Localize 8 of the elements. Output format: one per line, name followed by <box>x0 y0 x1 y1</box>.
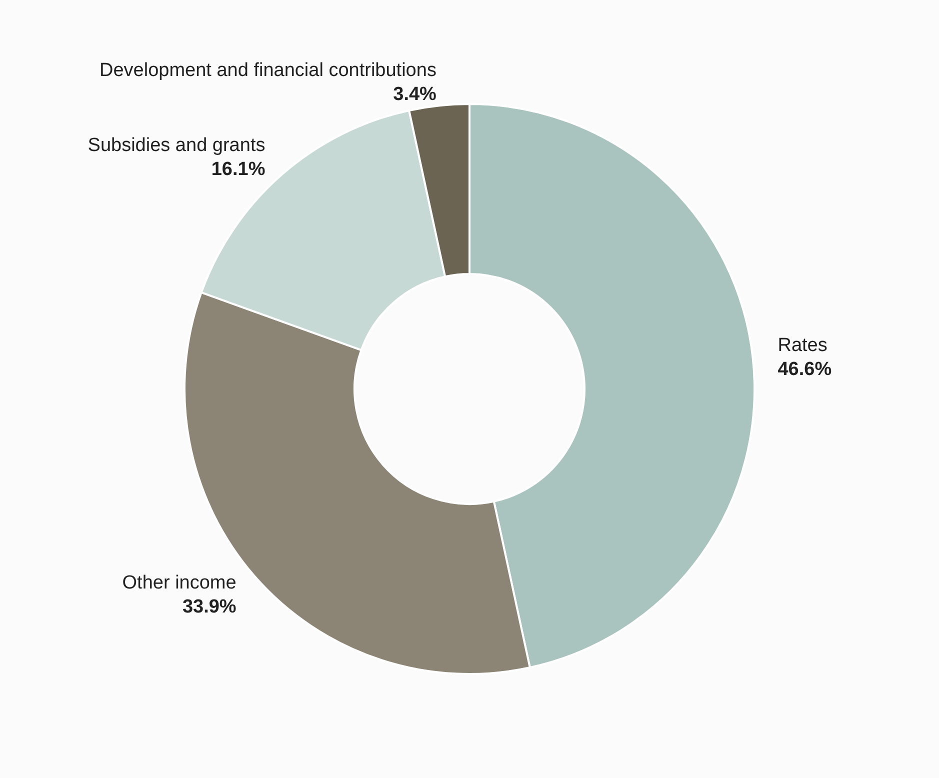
slice-label: Subsidies and grants <box>88 134 266 156</box>
slice-label: Rates <box>778 334 828 356</box>
slice-label: Other income <box>122 572 236 594</box>
slice-label: Development and financial contributions <box>100 60 436 81</box>
data-label: 3.4% <box>393 84 437 105</box>
data-label: 33.9% <box>182 596 236 618</box>
data-label: 46.6% <box>778 358 832 380</box>
data-label: 16.1% <box>211 158 266 180</box>
